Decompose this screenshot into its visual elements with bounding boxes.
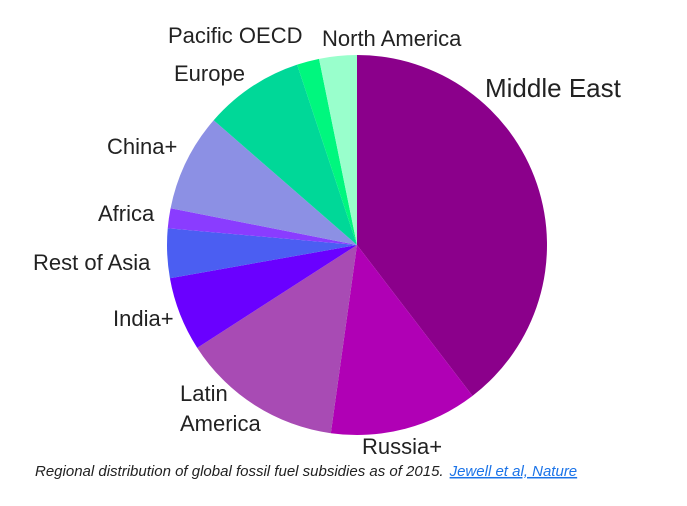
slice-label: India+ xyxy=(113,306,174,331)
slice-label: Latin America xyxy=(180,381,261,436)
pie-slice xyxy=(297,58,357,245)
pie-slice xyxy=(319,55,357,245)
pie-slice xyxy=(170,120,357,245)
slice-label: Europe xyxy=(174,61,245,86)
pie-slice xyxy=(213,64,357,246)
slice-label: North America xyxy=(322,26,462,51)
slice-label: China+ xyxy=(107,134,177,159)
slice-label: Pacific OECD xyxy=(168,23,302,48)
pie-slice xyxy=(167,208,357,245)
source-link[interactable]: Jewell et al, Nature xyxy=(449,463,578,480)
pie-slice xyxy=(357,55,547,396)
pie-slice xyxy=(167,228,357,279)
slice-label: Rest of Asia xyxy=(33,250,151,275)
pie-slice xyxy=(169,245,357,348)
slice-label: Russia+ xyxy=(362,434,442,459)
slice-label: Africa xyxy=(98,201,155,226)
caption: Regional distribution of global fossil f… xyxy=(35,463,444,480)
slice-label: Middle East xyxy=(485,73,622,103)
pie-slice xyxy=(330,245,473,436)
labels: Middle East Russia+ Latin America India+ Rest… xyxy=(33,23,622,459)
pie xyxy=(167,55,547,436)
pie-slice xyxy=(197,245,357,434)
